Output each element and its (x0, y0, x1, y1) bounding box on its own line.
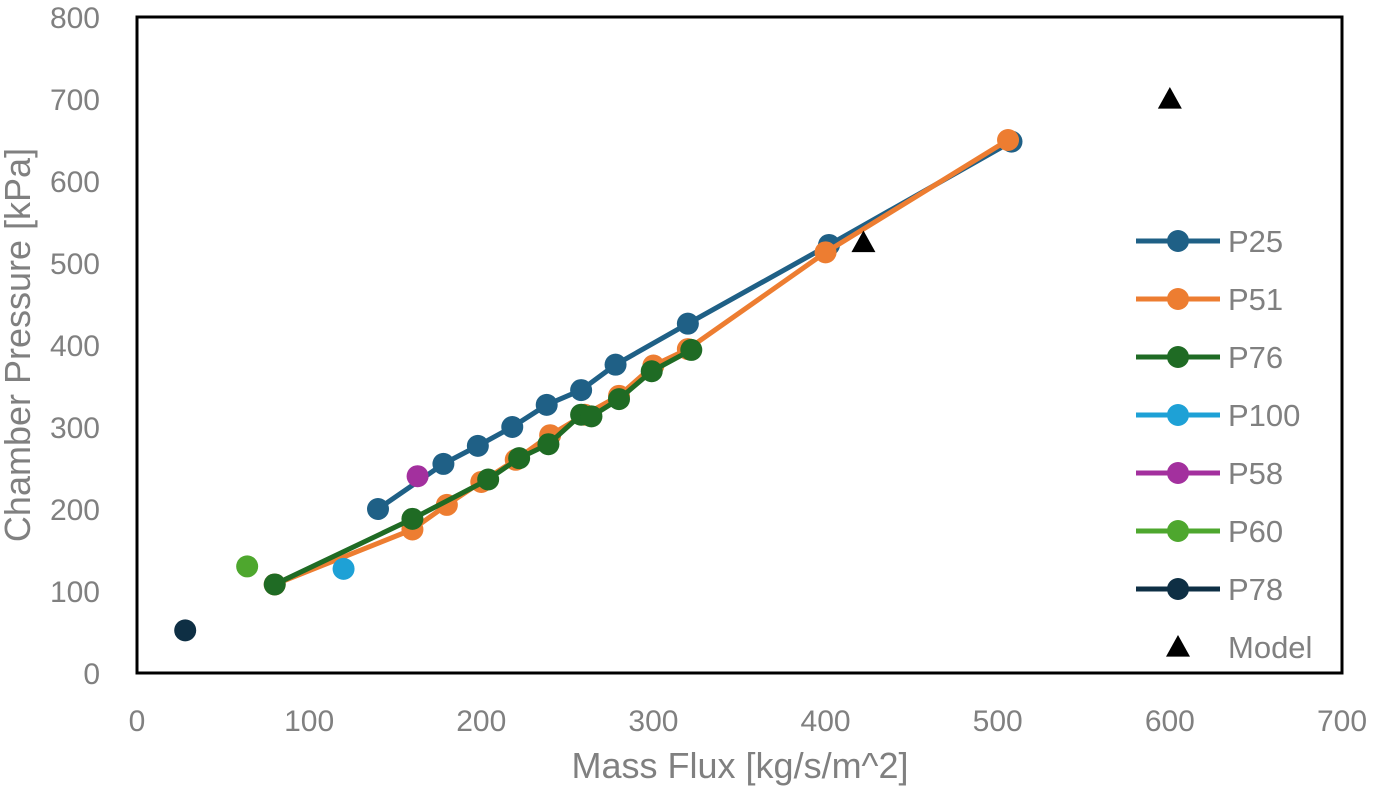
legend-marker (1166, 635, 1190, 657)
x-tick-label: 0 (129, 705, 146, 738)
data-point (608, 388, 630, 411)
legend-label: P51 (1228, 282, 1283, 317)
legend-marker (1167, 578, 1189, 600)
plot-frame (135, 15, 1344, 675)
x-tick-label: 500 (973, 705, 1023, 738)
data-point (814, 241, 837, 264)
x-tick-label: 700 (1317, 705, 1367, 738)
data-point (680, 338, 703, 361)
legend-marker (1167, 346, 1189, 368)
legend-label: P76 (1228, 340, 1283, 375)
y-tick-label: 600 (50, 166, 100, 199)
y-tick-label: 800 (50, 2, 100, 35)
data-point (332, 557, 355, 580)
series-line (376, 139, 1013, 512)
legend-item-p51: P51 (1136, 282, 1283, 317)
y-tick-label: 300 (50, 412, 100, 445)
x-tick-label: 300 (628, 705, 678, 738)
y-axis-title: Chamber Pressure [kPa] (0, 148, 38, 542)
series-line (273, 347, 693, 587)
legend-item-p60: P60 (1136, 514, 1283, 549)
data-point (508, 447, 531, 470)
data-point (466, 434, 489, 457)
data-point (477, 468, 500, 491)
legend-item-p76: P76 (1136, 340, 1283, 375)
legend-label: P60 (1228, 514, 1283, 549)
legend: P25 P51 P76 P100 P58 P60 P78 Model (1136, 224, 1312, 665)
series-model (851, 87, 1182, 253)
series-line (273, 137, 1010, 587)
data-point (580, 405, 603, 428)
legend-marker (1167, 288, 1189, 310)
legend-item-model: Model (1166, 630, 1312, 665)
data-point (570, 379, 593, 402)
legend-item-p58: P58 (1136, 456, 1283, 491)
x-axis-title: Mass Flux [kg/s/m^2] (572, 745, 909, 786)
y-tick-label: 100 (50, 576, 100, 609)
legend-marker (1167, 520, 1189, 542)
data-point (432, 452, 455, 475)
model-point (851, 230, 876, 253)
series-p25 (367, 130, 1023, 520)
legend-label: P58 (1228, 456, 1283, 491)
data-point (367, 498, 389, 520)
series-p60 (236, 555, 259, 578)
legend-label: P100 (1228, 398, 1300, 433)
data-point (263, 573, 286, 596)
data-point (401, 507, 424, 530)
y-tick-label: 200 (50, 494, 100, 527)
legend-item-p78: P78 (1136, 572, 1283, 607)
series-layer (174, 87, 1182, 642)
series-p76 (263, 338, 703, 596)
series-p78 (174, 619, 197, 642)
data-point (501, 416, 524, 438)
data-point (236, 555, 259, 578)
data-point (537, 433, 560, 456)
y-tick-label: 400 (50, 330, 100, 363)
data-point (406, 465, 429, 488)
legend-label: Model (1228, 630, 1312, 665)
legend-label: P25 (1228, 224, 1283, 259)
series-p58 (406, 465, 429, 488)
data-point (676, 312, 699, 335)
data-point (535, 393, 558, 416)
y-tick-label: 0 (83, 658, 100, 691)
x-tick-label: 100 (284, 705, 334, 738)
model-point (1157, 87, 1182, 109)
y-tick-labels: 0 100 200 300 400 500 600 700 800 (50, 2, 100, 691)
legend-label: P78 (1228, 572, 1283, 607)
legend-marker (1167, 230, 1189, 252)
legend-marker (1167, 404, 1189, 426)
x-tick-labels: 0 100 200 300 400 500 600 700 (129, 705, 1367, 738)
data-point (604, 353, 627, 376)
y-tick-label: 700 (50, 84, 100, 117)
x-tick-label: 600 (1145, 705, 1195, 738)
data-point (997, 129, 1020, 151)
legend-item-p100: P100 (1136, 398, 1300, 433)
legend-marker (1167, 462, 1189, 484)
data-point (174, 619, 197, 642)
y-tick-label: 500 (50, 248, 100, 281)
legend-item-p25: P25 (1136, 224, 1283, 259)
series-p100 (332, 557, 355, 580)
data-point (640, 360, 663, 383)
x-tick-label: 400 (801, 705, 851, 738)
x-tick-label: 200 (456, 705, 506, 738)
